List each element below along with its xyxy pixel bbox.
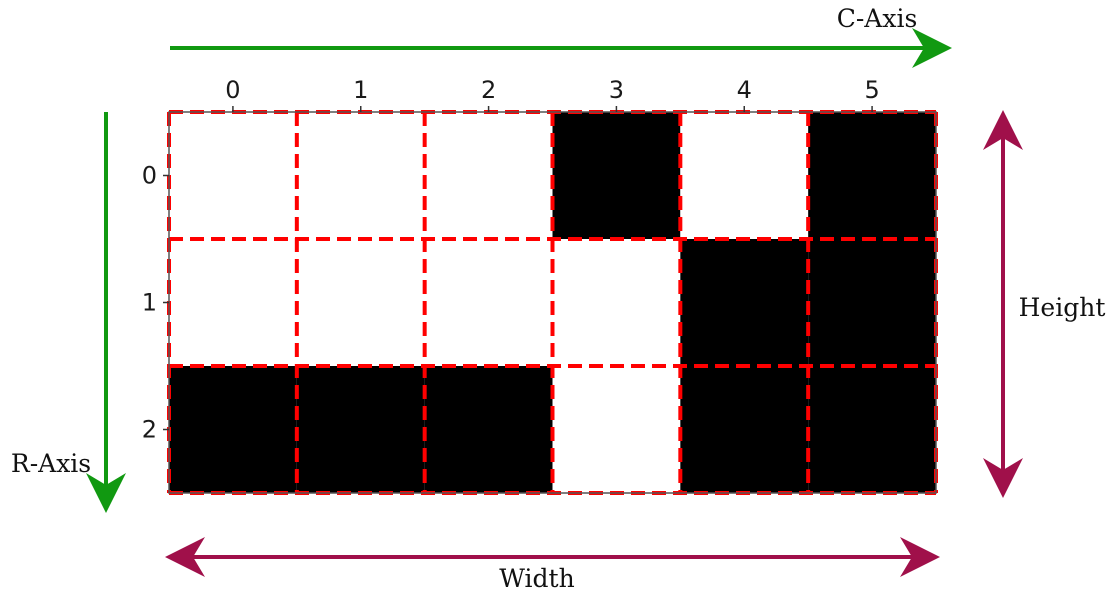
grid-cell-r2-c1 — [296, 366, 425, 493]
grid-cell-r1-c4 — [680, 239, 809, 366]
grid-cell-r0-c1 — [296, 112, 425, 239]
grid-cell-r0-c4 — [680, 112, 809, 239]
grid-cell-r2-c5 — [808, 366, 936, 493]
grid-cell-r0-c3 — [552, 112, 681, 239]
column-tick-label: 1 — [353, 76, 368, 104]
height-label: Height — [1019, 293, 1106, 322]
row-tick-label: 0 — [142, 162, 157, 190]
grid-cell-r0-c2 — [424, 112, 553, 239]
column-tick-label: 0 — [225, 76, 240, 104]
grid-ticks: 0 1 2 3 4 5 0 1 2 — [142, 76, 880, 444]
grid-cell-r1-c2 — [424, 239, 553, 366]
grid-cell-r0-c5 — [808, 112, 936, 239]
r-axis-label: R-Axis — [11, 449, 91, 478]
grid-cell-r2-c4 — [680, 366, 809, 493]
grid-cell-r1-c0 — [169, 239, 297, 366]
column-tick-label: 5 — [864, 76, 879, 104]
row-tick-label: 1 — [142, 289, 157, 317]
c-axis-label: C-Axis — [837, 4, 918, 33]
column-tick-label: 2 — [481, 76, 496, 104]
row-tick-label: 2 — [142, 416, 157, 444]
grid-cell-r1-c5 — [808, 239, 936, 366]
column-tick-label: 3 — [609, 76, 624, 104]
grid-cells — [169, 112, 936, 493]
width-label: Width — [499, 564, 574, 592]
grid-cell-r2-c2 — [424, 366, 553, 493]
grid-cell-r2-c3 — [552, 366, 681, 493]
grid-cell-r1-c3 — [552, 239, 681, 366]
grid-cell-r2-c0 — [169, 366, 297, 493]
grid-cell-r0-c0 — [169, 112, 297, 239]
column-tick-label: 4 — [737, 76, 752, 104]
grid-cell-r1-c1 — [296, 239, 425, 366]
